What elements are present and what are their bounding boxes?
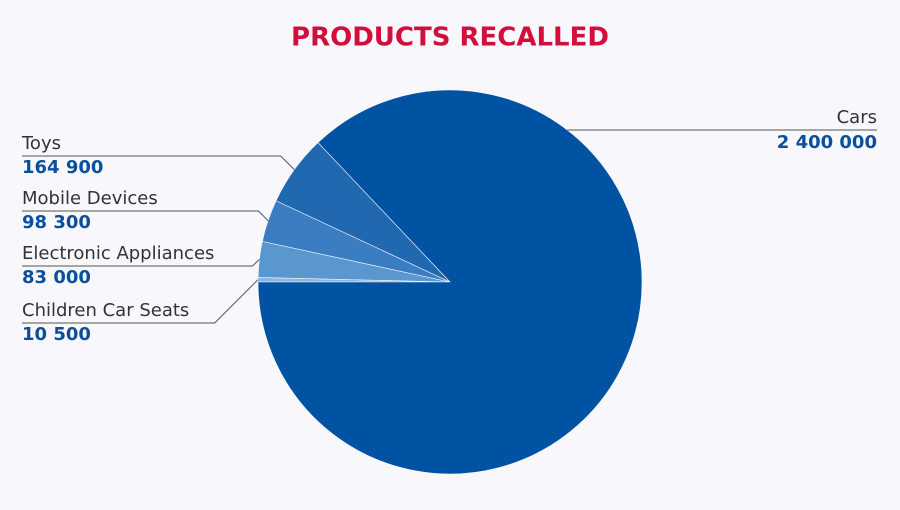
- value-label: 98 300: [22, 212, 91, 233]
- legend-label: Electronic Appliances: [22, 243, 214, 264]
- pie-slice: [257, 89, 643, 475]
- chart-title: PRODUCTS RECALLED: [291, 23, 609, 53]
- legend-label: Toys: [21, 133, 61, 154]
- value-label: 10 500: [22, 324, 91, 345]
- legend-label: Cars: [837, 107, 877, 128]
- leader-line: [22, 258, 260, 267]
- value-label: 2 400 000: [777, 132, 877, 153]
- leader-line: [22, 210, 269, 222]
- leader-line: [22, 155, 295, 171]
- value-label: 164 900: [22, 157, 103, 178]
- legend-label: Mobile Devices: [22, 188, 158, 209]
- leader-line: [22, 279, 259, 324]
- legend-label: Children Car Seats: [22, 300, 189, 321]
- value-label: 83 000: [22, 267, 91, 288]
